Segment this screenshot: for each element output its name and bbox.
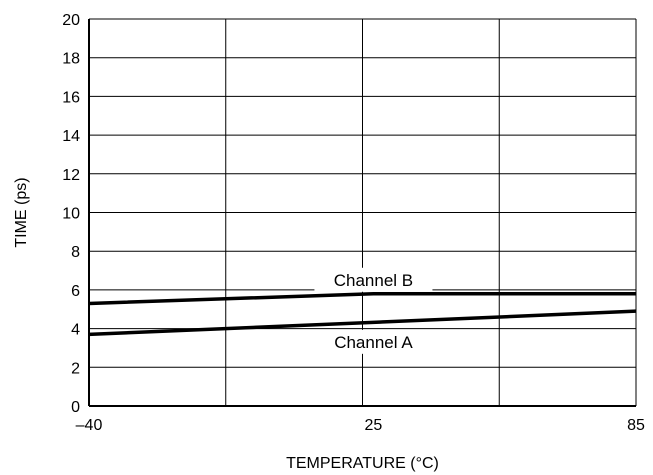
y-tick-label: 20: [62, 12, 80, 29]
tick-labels: 0 2 4 6 8 10 12 14 16 18 20 –40 25 85: [62, 12, 645, 434]
series-line-channel-a: [88, 309, 637, 337]
series-label-background: [314, 267, 433, 292]
y-tick-label: 0: [71, 399, 80, 416]
series-line-channel-b: [88, 292, 636, 306]
x-tick-label: 85: [627, 417, 645, 434]
y-tick-label: 18: [62, 51, 80, 68]
y-tick-label: 16: [62, 89, 80, 106]
series-labels: Channel B Channel A: [314, 267, 433, 354]
y-axis-title: TIME (ps): [13, 177, 30, 247]
y-tick-label: 12: [62, 167, 80, 184]
axes: [88, 19, 636, 407]
y-tick-label: 8: [71, 244, 80, 261]
series-label-channel-b: Channel B: [334, 271, 413, 290]
x-tick-label: 25: [365, 417, 383, 434]
y-tick-label: 4: [71, 322, 80, 339]
x-axis-title: TEMPERATURE (°C): [286, 455, 439, 472]
series-lines: [88, 292, 637, 337]
series-label-background: [314, 329, 433, 354]
x-tick-label: –40: [76, 417, 103, 434]
series-label-channel-a: Channel A: [334, 333, 413, 352]
y-tick-label: 10: [62, 206, 80, 223]
y-tick-label: 14: [62, 128, 80, 145]
y-tick-label: 6: [71, 283, 80, 300]
y-tick-label: 2: [71, 360, 80, 377]
